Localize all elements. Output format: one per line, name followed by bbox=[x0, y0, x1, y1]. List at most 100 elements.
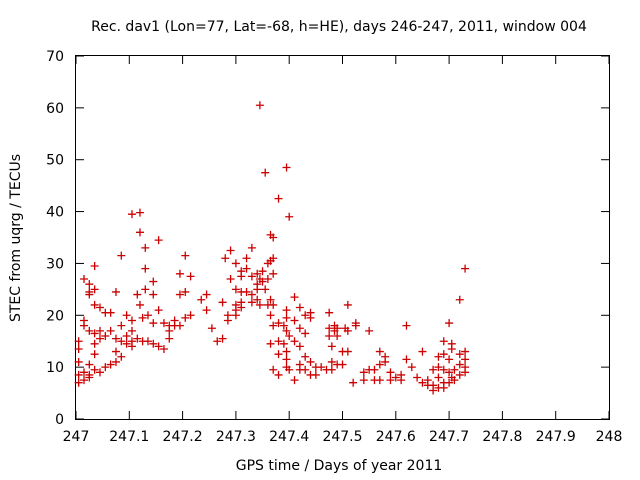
data-point bbox=[269, 321, 278, 330]
data-point bbox=[127, 210, 136, 219]
data-point bbox=[226, 274, 235, 283]
x-tick-label: 247.8 bbox=[482, 429, 522, 445]
data-point bbox=[295, 342, 304, 351]
data-point bbox=[295, 324, 304, 333]
data-point bbox=[106, 308, 115, 317]
data-point bbox=[391, 373, 400, 382]
data-point bbox=[95, 368, 104, 377]
data-point bbox=[79, 368, 88, 377]
data-point bbox=[301, 352, 310, 361]
data-point bbox=[253, 295, 262, 304]
data-point bbox=[117, 251, 126, 260]
data-point bbox=[135, 208, 144, 217]
data-point bbox=[282, 355, 291, 364]
data-point bbox=[434, 352, 443, 361]
y-tick-label: 20 bbox=[46, 308, 64, 324]
data-point bbox=[154, 236, 163, 245]
data-point bbox=[359, 376, 368, 385]
data-point bbox=[149, 290, 158, 299]
data-point bbox=[122, 339, 131, 348]
data-point bbox=[95, 334, 104, 343]
data-point bbox=[74, 370, 83, 379]
data-point bbox=[133, 334, 142, 343]
data-point bbox=[186, 311, 195, 320]
data-point bbox=[237, 303, 246, 312]
data-point bbox=[349, 378, 358, 387]
data-point bbox=[386, 368, 395, 377]
data-point bbox=[106, 360, 115, 369]
data-point bbox=[402, 321, 411, 330]
data-point bbox=[266, 339, 275, 348]
chart-title: Rec. dav1 (Lon=77, Lat=-68, h=HE), days … bbox=[91, 19, 587, 35]
data-point bbox=[242, 264, 251, 273]
data-point bbox=[306, 313, 315, 322]
data-point bbox=[338, 360, 347, 369]
data-point bbox=[213, 337, 222, 346]
data-point bbox=[154, 342, 163, 351]
data-point bbox=[285, 332, 294, 341]
data-point bbox=[111, 334, 120, 343]
data-point bbox=[274, 319, 283, 328]
data-point bbox=[455, 350, 464, 359]
data-point bbox=[359, 368, 368, 377]
data-point bbox=[423, 376, 432, 385]
data-point bbox=[143, 311, 152, 320]
data-point bbox=[301, 365, 310, 374]
data-point bbox=[327, 342, 336, 351]
data-point bbox=[133, 290, 142, 299]
data-point bbox=[445, 319, 454, 328]
data-point bbox=[418, 347, 427, 356]
data-point bbox=[111, 287, 120, 296]
x-tick-label: 247.3 bbox=[216, 429, 256, 445]
data-series bbox=[74, 101, 470, 395]
data-point bbox=[141, 285, 150, 294]
data-point bbox=[266, 311, 275, 320]
data-point bbox=[175, 269, 184, 278]
data-point bbox=[90, 365, 99, 374]
data-point bbox=[223, 316, 232, 325]
data-point bbox=[325, 308, 334, 317]
data-point bbox=[418, 378, 427, 387]
data-point bbox=[269, 233, 278, 242]
data-point bbox=[141, 243, 150, 252]
data-point bbox=[269, 300, 278, 309]
data-point bbox=[175, 290, 184, 299]
data-point bbox=[127, 342, 136, 351]
data-point bbox=[455, 295, 464, 304]
x-tick-label: 247.6 bbox=[376, 429, 416, 445]
data-point bbox=[461, 264, 470, 273]
data-point bbox=[439, 383, 448, 392]
data-point bbox=[434, 373, 443, 382]
data-point bbox=[325, 324, 334, 333]
y-axis: 0 10 20 30 40 50 60 70 bbox=[46, 49, 609, 428]
data-point bbox=[181, 313, 190, 322]
y-tick-label: 60 bbox=[46, 101, 64, 117]
y-axis-label: STEC from uqrg / TECUs bbox=[8, 154, 24, 322]
data-point bbox=[439, 350, 448, 359]
data-point bbox=[122, 311, 131, 320]
data-point bbox=[74, 337, 83, 346]
data-point bbox=[181, 251, 190, 260]
data-point bbox=[111, 347, 120, 356]
data-point bbox=[85, 326, 94, 335]
x-tick-label: 247.4 bbox=[269, 429, 309, 445]
data-point bbox=[375, 376, 384, 385]
data-point bbox=[258, 277, 267, 286]
data-point bbox=[165, 334, 174, 343]
data-point bbox=[149, 277, 158, 286]
data-point bbox=[135, 228, 144, 237]
data-point bbox=[343, 326, 352, 335]
data-point bbox=[402, 355, 411, 364]
data-point bbox=[285, 212, 294, 221]
data-point bbox=[221, 254, 230, 263]
data-point bbox=[343, 300, 352, 309]
data-point bbox=[386, 376, 395, 385]
data-point bbox=[95, 326, 104, 335]
data-point bbox=[90, 329, 99, 338]
data-point bbox=[351, 321, 360, 330]
x-tick-label: 247 bbox=[63, 429, 90, 445]
data-point bbox=[247, 243, 256, 252]
data-point bbox=[74, 378, 83, 387]
data-point bbox=[79, 376, 88, 385]
data-point bbox=[450, 376, 459, 385]
